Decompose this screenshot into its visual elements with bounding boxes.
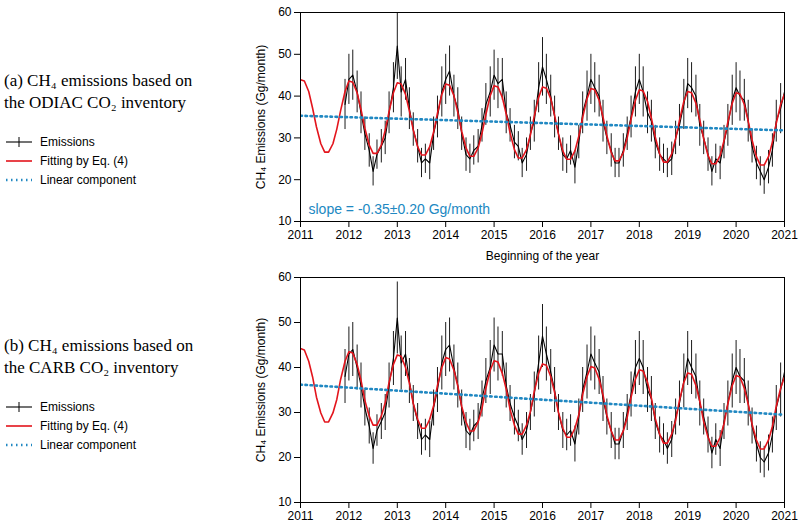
html-text:(b) CH₄ emissions based on the: (b) CH₄ emissions based on the CARB CO₂ … bbox=[4, 336, 194, 377]
svg-text:40: 40 bbox=[278, 89, 292, 103]
svg-text:20: 20 bbox=[278, 173, 292, 187]
svg-text:2015: 2015 bbox=[481, 509, 508, 523]
svg-text:50: 50 bbox=[278, 47, 292, 61]
svg-text:2020: 2020 bbox=[723, 228, 750, 242]
html-text:Fitting by Eq. (4): Fitting by Eq. (4) bbox=[40, 418, 128, 433]
svg-text:60: 60 bbox=[278, 270, 292, 284]
svg-text:CH₄ Emissions (Gg/month): CH₄ Emissions (Gg/month) bbox=[254, 45, 268, 189]
svg-text:2014: 2014 bbox=[432, 228, 459, 242]
svg-text:2013: 2013 bbox=[384, 509, 411, 523]
svg-text:2014: 2014 bbox=[432, 509, 459, 523]
svg-text:2017: 2017 bbox=[578, 509, 605, 523]
html-text:Emissions: Emissions bbox=[40, 399, 95, 414]
svg-text:60: 60 bbox=[278, 5, 292, 19]
svg-text:2021: 2021 bbox=[771, 228, 798, 242]
svg-text:2020: 2020 bbox=[723, 509, 750, 523]
svg-text:30: 30 bbox=[278, 131, 292, 145]
html-text:Linear component: Linear component bbox=[40, 172, 137, 187]
html-text:Linear component: Linear component bbox=[40, 437, 137, 452]
svg-text:10: 10 bbox=[278, 495, 292, 509]
svg-text:slope = -0.35±0.20 Gg/month: slope = -0.35±0.20 Gg/month bbox=[309, 201, 491, 217]
svg-text:30: 30 bbox=[278, 405, 292, 419]
svg-text:2012: 2012 bbox=[336, 509, 363, 523]
svg-text:50: 50 bbox=[278, 315, 292, 329]
svg-text:2017: 2017 bbox=[578, 228, 605, 242]
html-text:Fitting by Eq. (4): Fitting by Eq. (4) bbox=[40, 153, 128, 168]
svg-text:20: 20 bbox=[278, 450, 292, 464]
svg-text:40: 40 bbox=[278, 360, 292, 374]
svg-text:10: 10 bbox=[278, 214, 292, 228]
svg-text:2019: 2019 bbox=[674, 509, 701, 523]
svg-text:2011: 2011 bbox=[288, 509, 314, 523]
html-text:Emissions: Emissions bbox=[40, 134, 95, 149]
svg-text:2019: 2019 bbox=[674, 228, 701, 242]
svg-text:2011: 2011 bbox=[288, 228, 314, 242]
svg-text:2018: 2018 bbox=[626, 509, 653, 523]
svg-text:2015: 2015 bbox=[481, 228, 508, 242]
svg-text:2018: 2018 bbox=[626, 228, 653, 242]
html-text:(a) CH₄ emissions based on the: (a) CH₄ emissions based on the ODIAC CO₂… bbox=[4, 71, 193, 112]
svg-text:2021: 2021 bbox=[771, 509, 798, 523]
svg-text:2012: 2012 bbox=[336, 228, 363, 242]
svg-text:2016: 2016 bbox=[529, 228, 556, 242]
svg-text:Beginning of the year: Beginning of the year bbox=[486, 249, 599, 263]
svg-text:2016: 2016 bbox=[529, 509, 556, 523]
svg-text:CH₄ Emissions (Gg/month): CH₄ Emissions (Gg/month) bbox=[254, 318, 268, 462]
svg-text:2013: 2013 bbox=[384, 228, 411, 242]
